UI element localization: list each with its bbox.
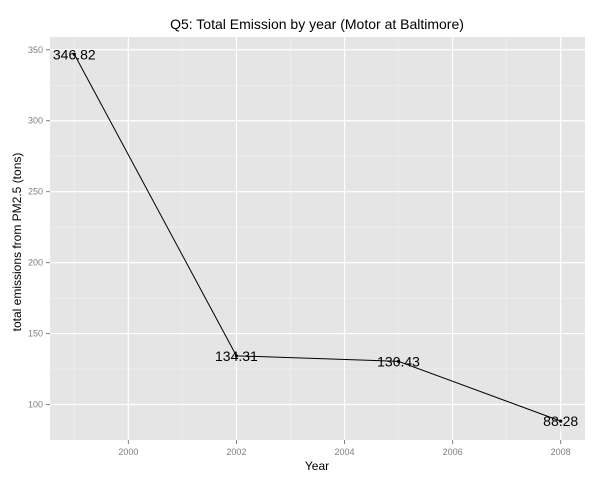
y-tick-label: 200 bbox=[28, 258, 43, 268]
data-label: 88.28 bbox=[543, 413, 578, 429]
data-point bbox=[396, 359, 401, 363]
data-label: 130.43 bbox=[377, 353, 420, 369]
plot-panel bbox=[50, 37, 585, 440]
y-tick-label: 250 bbox=[28, 187, 43, 197]
minor-gridlines bbox=[50, 37, 585, 440]
y-tick-label: 350 bbox=[28, 45, 43, 55]
y-tick-label: 300 bbox=[28, 116, 43, 126]
x-tick-label: 2008 bbox=[551, 447, 571, 457]
data-label: 134.31 bbox=[215, 348, 258, 364]
x-tick-label: 2004 bbox=[335, 447, 355, 457]
y-tick-label: 150 bbox=[28, 329, 43, 339]
x-axis-ticks: 2000 2002 2004 2006 2008 bbox=[118, 440, 571, 457]
data-point bbox=[559, 419, 563, 423]
x-tick-label: 2006 bbox=[443, 447, 463, 457]
y-tick-label: 100 bbox=[28, 400, 43, 410]
y-axis-ticks: 100 150 200 250 300 350 bbox=[28, 45, 50, 410]
series-layer bbox=[72, 52, 563, 423]
data-point bbox=[72, 52, 76, 56]
x-tick-label: 2000 bbox=[118, 447, 138, 457]
data-point bbox=[234, 354, 239, 358]
y-axis-title: total emissions from PM2.5 (tons) bbox=[10, 153, 24, 332]
data-label: 346.82 bbox=[53, 46, 96, 62]
x-tick-label: 2002 bbox=[226, 447, 246, 457]
data-labels: 346.82 134.31 130.43 88.28 bbox=[53, 46, 579, 429]
series-line bbox=[73, 54, 561, 422]
x-axis-title: Year bbox=[305, 459, 329, 473]
chart-title: Q5: Total Emission by year (Motor at Bal… bbox=[170, 16, 464, 32]
major-gridlines bbox=[50, 37, 585, 440]
